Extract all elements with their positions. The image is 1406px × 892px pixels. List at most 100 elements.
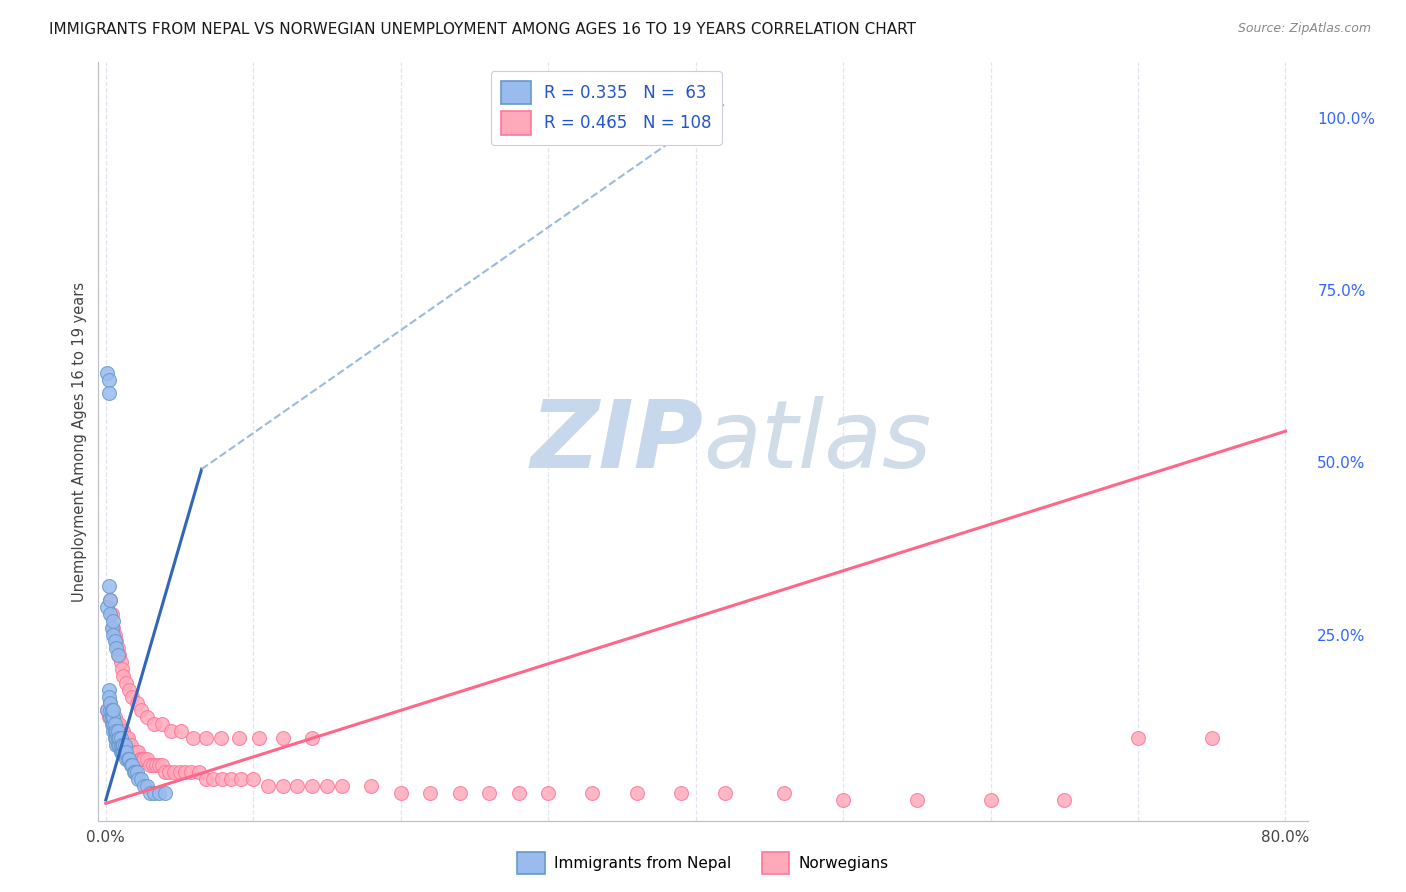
Point (111, 738, 134, 752)
Point (110, 655, 132, 669)
Point (537, 786, 560, 800)
Point (115, 675, 138, 690)
Point (136, 751, 159, 765)
Point (114, 731, 136, 745)
Point (105, 724, 128, 739)
Point (287, 779, 309, 793)
Point (111, 745, 134, 759)
Point (170, 724, 193, 739)
Point (773, 786, 796, 800)
Point (242, 772, 264, 787)
Point (97, 690, 120, 704)
Point (105, 717, 128, 731)
Point (118, 751, 141, 765)
Point (97, 682, 120, 697)
Point (104, 710, 127, 724)
Point (980, 793, 1002, 807)
Point (96, 703, 118, 717)
Point (101, 703, 124, 717)
Point (117, 751, 139, 765)
Point (419, 786, 441, 800)
Point (98, 710, 121, 724)
Point (118, 738, 141, 752)
Point (112, 745, 135, 759)
Point (110, 745, 132, 759)
Point (112, 738, 135, 752)
Point (127, 772, 149, 787)
Point (97, 372, 120, 386)
Point (301, 731, 323, 745)
Point (195, 772, 218, 787)
Point (96, 703, 118, 717)
Point (112, 669, 135, 683)
Point (105, 634, 128, 648)
Point (389, 786, 412, 800)
Point (669, 786, 692, 800)
Text: ZIP: ZIP (530, 395, 703, 488)
Point (117, 731, 139, 745)
Point (98, 703, 121, 717)
Point (1201, 731, 1223, 745)
Point (104, 627, 127, 641)
Point (136, 710, 159, 724)
Point (136, 779, 159, 793)
Point (100, 703, 122, 717)
Point (114, 738, 136, 752)
Point (105, 724, 128, 739)
Point (271, 779, 294, 793)
Point (100, 710, 122, 724)
Point (148, 786, 170, 800)
Point (219, 772, 242, 787)
Point (101, 717, 124, 731)
Point (104, 717, 127, 731)
Point (98, 607, 121, 621)
Point (157, 765, 180, 780)
Point (247, 731, 270, 745)
Point (209, 731, 232, 745)
Point (105, 731, 128, 745)
Point (478, 786, 501, 800)
Point (107, 724, 129, 739)
Point (145, 758, 167, 772)
Point (108, 648, 131, 663)
Point (101, 724, 124, 739)
Point (104, 634, 127, 648)
Point (581, 786, 603, 800)
Point (101, 627, 124, 641)
Point (159, 724, 181, 739)
Point (1126, 731, 1149, 745)
Point (142, 758, 165, 772)
Point (100, 710, 122, 724)
Point (231, 772, 253, 787)
Point (112, 731, 135, 745)
Point (98, 593, 121, 607)
Point (100, 703, 122, 717)
Point (121, 758, 143, 772)
Point (143, 717, 166, 731)
Point (905, 793, 928, 807)
Point (118, 682, 141, 697)
Point (626, 786, 648, 800)
Point (120, 758, 142, 772)
Point (128, 751, 150, 765)
Point (104, 731, 127, 745)
Point (122, 765, 145, 780)
Point (96, 366, 118, 380)
Point (211, 772, 233, 787)
Point (195, 731, 218, 745)
Text: Source: ZipAtlas.com: Source: ZipAtlas.com (1237, 22, 1371, 36)
Point (105, 641, 128, 656)
Point (316, 779, 339, 793)
Point (107, 738, 129, 752)
Point (98, 697, 121, 711)
Point (139, 758, 162, 772)
Text: atlas: atlas (703, 396, 931, 487)
Point (139, 786, 162, 800)
Point (104, 717, 127, 731)
Point (1053, 793, 1076, 807)
Point (110, 724, 132, 739)
Point (110, 738, 132, 752)
Point (174, 765, 197, 780)
Point (115, 731, 138, 745)
Point (124, 745, 146, 759)
